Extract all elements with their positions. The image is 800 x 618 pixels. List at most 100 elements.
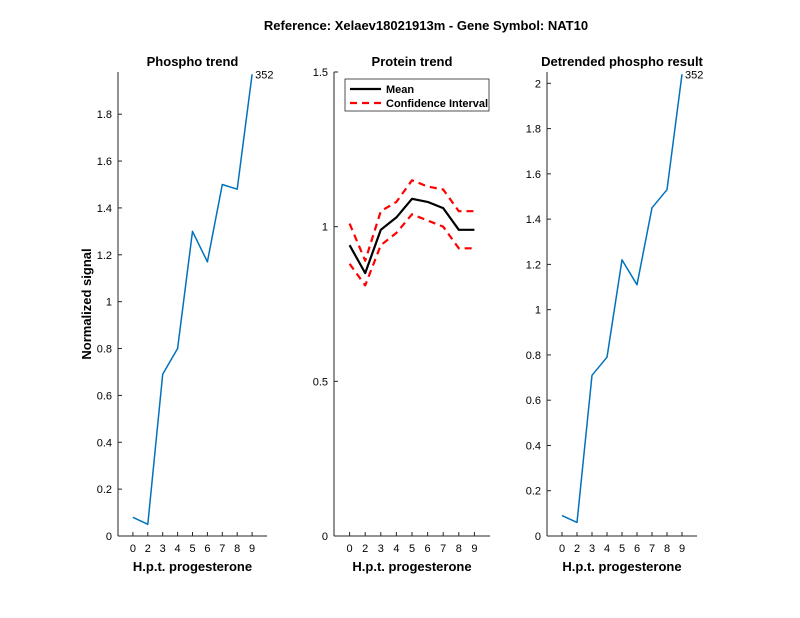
data-point bbox=[191, 230, 193, 232]
y-tick-label: 0 bbox=[106, 531, 112, 543]
y-tick-label: 1.8 bbox=[526, 124, 541, 136]
y-tick-label: 0.4 bbox=[526, 440, 541, 452]
y-tick-label: 1.2 bbox=[97, 250, 112, 262]
y-tick-label: 1 bbox=[322, 222, 328, 234]
data-point bbox=[162, 373, 164, 375]
x-tick-label: 2 bbox=[145, 543, 151, 555]
x-tick-label: 2 bbox=[362, 543, 368, 555]
x-axis-label: H.p.t. progesterone bbox=[352, 559, 471, 574]
data-point bbox=[176, 347, 178, 349]
chart-title: Protein trend bbox=[372, 54, 453, 69]
chart-title: Phospho trend bbox=[147, 54, 239, 69]
y-tick-label: 2 bbox=[535, 78, 541, 90]
data-point bbox=[411, 179, 413, 181]
data-point bbox=[380, 244, 382, 246]
data-point bbox=[473, 229, 475, 231]
y-tick-label: 0.6 bbox=[526, 395, 541, 407]
data-point bbox=[426, 201, 428, 203]
x-tick-label: 3 bbox=[378, 543, 384, 555]
data-point bbox=[221, 183, 223, 185]
data-point bbox=[591, 374, 593, 376]
y-tick-label: 0.5 bbox=[313, 376, 328, 388]
y-tick-label: 1.8 bbox=[97, 109, 112, 121]
data-point bbox=[442, 207, 444, 209]
chart-phospho: 00.20.40.60.811.21.41.61.80 2 3 4 5 6 7 8 9Phosp… bbox=[79, 54, 273, 574]
series-line-phospho bbox=[132, 74, 253, 526]
data-point bbox=[411, 213, 413, 215]
x-tick-label: 8 bbox=[456, 543, 462, 555]
y-tick-label: 0 bbox=[322, 531, 328, 543]
data-point bbox=[458, 247, 460, 249]
y-axis-label: Normalized signal bbox=[79, 248, 94, 359]
data-point bbox=[458, 210, 460, 212]
x-tick-label: 0 bbox=[130, 543, 136, 555]
legend: Mean Confidence Interval bbox=[344, 78, 490, 112]
data-point bbox=[473, 247, 475, 249]
y-tick-label: 1 bbox=[106, 297, 112, 309]
x-tick-label: 8 bbox=[234, 543, 240, 555]
y-tick-label: 1 bbox=[535, 305, 541, 317]
x-tick-label: 3 bbox=[160, 543, 166, 555]
data-point bbox=[621, 259, 623, 261]
data-point bbox=[426, 219, 428, 221]
x-tick-label: 0 bbox=[347, 543, 353, 555]
x-tick-label: 5 bbox=[189, 543, 195, 555]
x-tick-label: 5 bbox=[409, 543, 415, 555]
data-point bbox=[411, 198, 413, 200]
data-point bbox=[606, 356, 608, 358]
y-tick-label: 1.4 bbox=[526, 214, 541, 226]
data-point bbox=[473, 210, 475, 212]
data-point bbox=[426, 185, 428, 187]
data-point bbox=[348, 263, 350, 265]
data-point bbox=[442, 188, 444, 190]
data-point bbox=[147, 523, 149, 525]
data-point bbox=[206, 261, 208, 263]
x-axis-label: H.p.t. progesterone bbox=[133, 559, 252, 574]
x-tick-label: 9 bbox=[249, 543, 255, 555]
data-point bbox=[442, 225, 444, 227]
data-point bbox=[561, 514, 563, 516]
data-point bbox=[651, 207, 653, 209]
x-tick-label: 2 bbox=[574, 543, 580, 555]
legend-box bbox=[344, 78, 490, 112]
data-point bbox=[666, 188, 668, 190]
data-point bbox=[251, 73, 253, 75]
point-annotation: 352 bbox=[255, 69, 273, 81]
data-point bbox=[681, 73, 683, 75]
legend-label-mean: Mean bbox=[386, 84, 414, 96]
x-tick-label: 4 bbox=[604, 543, 610, 555]
x-tick-label: 5 bbox=[619, 543, 625, 555]
point-annotation: 352 bbox=[685, 69, 703, 81]
series-line-mean bbox=[348, 197, 475, 275]
data-point bbox=[458, 229, 460, 231]
series-line-ci-lower bbox=[348, 213, 475, 287]
data-point bbox=[636, 284, 638, 286]
legend-label-ci: Confidence Interval bbox=[386, 98, 488, 110]
x-tick-label: 9 bbox=[471, 543, 477, 555]
x-axis-label: H.p.t. progesterone bbox=[562, 559, 681, 574]
y-tick-label: 1.6 bbox=[526, 169, 541, 181]
x-tick-label: 0 bbox=[559, 543, 565, 555]
y-tick-label: 0.4 bbox=[97, 437, 112, 449]
chart-title: Detrended phospho result bbox=[541, 54, 703, 69]
x-tick-label: 6 bbox=[204, 543, 210, 555]
x-tick-label: 7 bbox=[440, 543, 446, 555]
x-tick-label: 7 bbox=[219, 543, 225, 555]
charts-group: 00.20.40.60.811.21.41.61.80 2 3 4 5 6 7 8 9Phosp… bbox=[79, 54, 704, 574]
data-point bbox=[395, 216, 397, 218]
data-point bbox=[380, 210, 382, 212]
data-point bbox=[395, 232, 397, 234]
data-point bbox=[576, 521, 578, 523]
y-tick-label: 0 bbox=[535, 531, 541, 543]
data-point bbox=[236, 188, 238, 190]
x-tick-label: 4 bbox=[393, 543, 399, 555]
x-tick-label: 3 bbox=[589, 543, 595, 555]
x-tick-label: 7 bbox=[649, 543, 655, 555]
y-tick-label: 1.4 bbox=[97, 203, 112, 215]
data-point bbox=[380, 229, 382, 231]
y-tick-label: 1.2 bbox=[526, 259, 541, 271]
y-tick-label: 0.8 bbox=[97, 344, 112, 356]
series-line-ci-upper bbox=[348, 179, 475, 262]
y-tick-label: 0.2 bbox=[526, 486, 541, 498]
